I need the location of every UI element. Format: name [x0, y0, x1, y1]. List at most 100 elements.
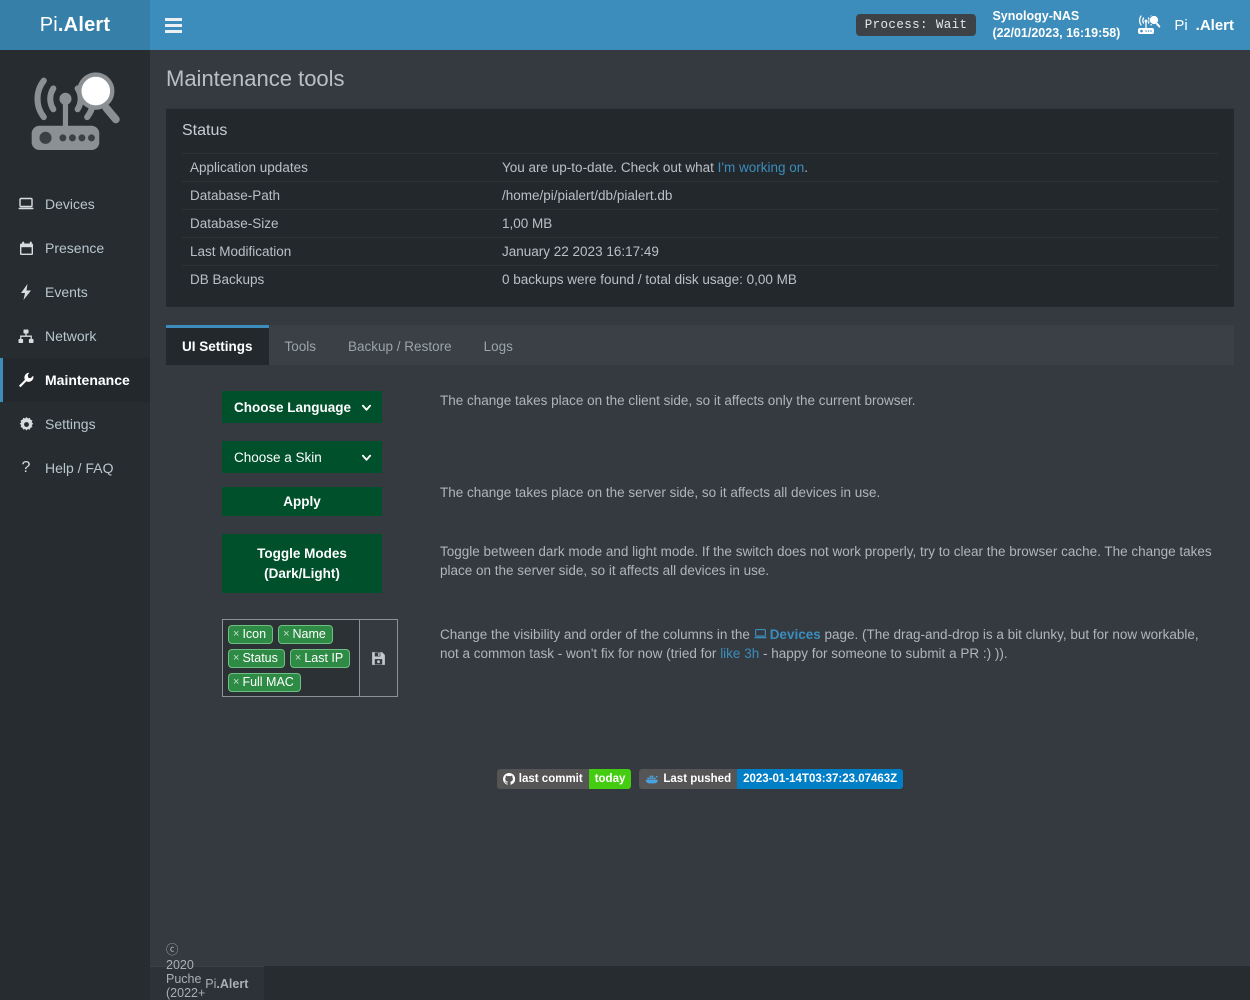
- app-logo[interactable]: Pi .Alert: [0, 0, 150, 50]
- navbar-brand-thin: Pi: [1174, 16, 1188, 34]
- status-key: Last Modification: [190, 244, 292, 259]
- skin-control: Choose a Skin Apply: [222, 441, 422, 517]
- language-select-value: Choose Language: [234, 399, 352, 415]
- footer-copyright-pre: ⓒ 2020 Puche (2022+: [166, 943, 206, 1000]
- status-value-post: .: [804, 160, 809, 175]
- tab-backup-restore[interactable]: Backup / Restore: [348, 339, 452, 354]
- toggle-modes-line2: (Dark/Light): [264, 565, 340, 581]
- columns-description: Change the visibility and order of the c…: [422, 619, 1216, 663]
- github-icon: [502, 773, 515, 786]
- columns-tag-list[interactable]: × Icon × Name × Status × Last IP × Full MAC: [222, 619, 360, 698]
- question-icon: ?: [21, 459, 31, 476]
- column-tag-last-ip[interactable]: × Last IP: [289, 649, 351, 669]
- like-3h-link[interactable]: like 3h: [720, 646, 760, 662]
- host-time: (22/01/2023, 16:19:58): [992, 26, 1121, 40]
- sidebar-item-network[interactable]: Network: [0, 314, 150, 358]
- remove-icon[interactable]: ×: [233, 652, 240, 665]
- tab-logs[interactable]: Logs: [483, 339, 513, 354]
- status-box-title: Status: [182, 122, 228, 139]
- column-tag-name[interactable]: × Name: [278, 625, 333, 645]
- sidebar-nav: Devices Presence Events: [0, 182, 150, 490]
- tab-bar: UI Settings Tools Backup / Restore Logs: [166, 325, 1234, 366]
- sidebar-item-help-faq[interactable]: ? Help / FAQ: [0, 446, 150, 490]
- logo-text-bold: .Alert: [57, 13, 111, 36]
- tab-tools[interactable]: Tools: [284, 339, 317, 354]
- column-tag-status[interactable]: × Status: [228, 649, 285, 669]
- devices-page-link[interactable]: Devices: [769, 627, 821, 643]
- hamburger-menu-icon[interactable]: [150, 0, 196, 50]
- logo-text-thin: Pi: [39, 13, 58, 36]
- table-row: Application updates You are up-to-date. …: [182, 153, 1218, 182]
- navbar-brand[interactable]: Pi .Alert: [1136, 13, 1236, 37]
- status-value: 0 backups were found / total disk usage:…: [502, 272, 797, 287]
- laptop-icon: [754, 629, 767, 639]
- toggle-modes-button[interactable]: Toggle Modes (Dark/Light): [222, 534, 382, 594]
- sidebar-item-label: Help / FAQ: [45, 460, 114, 476]
- router-magnifier-logo-icon: [31, 72, 120, 150]
- floppy-disk-icon: [372, 651, 385, 665]
- wrench-icon: [17, 372, 35, 388]
- status-value: You are up-to-date. Check out what I'm w…: [494, 154, 1218, 182]
- remove-icon[interactable]: ×: [233, 628, 240, 641]
- process-status-badge: Process: Wait: [855, 14, 977, 36]
- table-row: DB Backups 0 backups were found / total …: [182, 265, 1218, 294]
- column-tag-label: Full MAC: [242, 675, 294, 690]
- status-key: Application updates: [190, 160, 308, 175]
- badges-row: last commit today: [166, 743, 1234, 790]
- save-columns-button[interactable]: [360, 619, 398, 698]
- page-title: Maintenance tools: [166, 66, 345, 91]
- sidebar-item-label: Network: [45, 328, 97, 344]
- sidebar-logo: [0, 52, 150, 170]
- calendar-icon: [17, 241, 35, 256]
- skin-select[interactable]: Choose a Skin: [222, 441, 382, 474]
- columns-widget: × Icon × Name × Status × Last IP × Full MAC: [222, 619, 398, 698]
- status-box-header: Status: [166, 109, 1234, 153]
- content-header: Maintenance tools: [150, 50, 1250, 100]
- working-on-link[interactable]: I'm working on: [717, 160, 805, 175]
- columns-setting-row: × Icon × Name × Status × Last IP × Full MAC: [184, 619, 1216, 698]
- navbar-right-group: Process: Wait Synology-NAS (22/01/2023, …: [855, 8, 1236, 42]
- remove-icon[interactable]: ×: [283, 628, 290, 641]
- host-name: Synology-NAS: [992, 9, 1080, 24]
- sidebar-item-presence[interactable]: Presence: [0, 226, 150, 270]
- main-content: Maintenance tools Status Application upd…: [150, 50, 1250, 966]
- remove-icon[interactable]: ×: [294, 652, 302, 665]
- sidebar-item-devices[interactable]: Devices: [0, 182, 150, 226]
- host-info: Synology-NAS (22/01/2023, 16:19:58): [992, 8, 1120, 42]
- docker-badge-value: 2023-01-14T03:37:23.07463Z: [737, 769, 904, 790]
- footer-brand-bold: .Alert: [216, 976, 249, 991]
- sidebar-item-settings[interactable]: Settings: [0, 402, 150, 446]
- tab-content-ui-settings: Choose Language The change takes place o…: [166, 365, 1234, 744]
- tab-ui-settings[interactable]: UI Settings: [166, 325, 269, 366]
- status-box: Status Application updates You are up-to…: [166, 108, 1234, 307]
- column-tag-full-mac[interactable]: × Full MAC: [228, 673, 301, 693]
- language-select[interactable]: Choose Language: [222, 391, 382, 424]
- sidebar-item-events[interactable]: Events: [0, 270, 150, 314]
- column-tag-icon[interactable]: × Icon: [228, 625, 274, 645]
- chevron-down-icon: [361, 454, 372, 461]
- footer-brand-thin: Pi: [205, 976, 217, 991]
- table-row: Database-Size 1,00 MB: [182, 209, 1218, 238]
- bolt-icon: [17, 284, 35, 300]
- columns-desc-pre: Change the visibility and order of the c…: [440, 627, 754, 643]
- chevron-down-icon: [361, 404, 372, 411]
- apply-button[interactable]: Apply: [222, 487, 382, 517]
- columns-desc-post: - happy for someone to submit a PR :) ))…: [759, 646, 1008, 662]
- footer-copyright: ⓒ 2020 Puche (2022+ jokob-sk): [166, 939, 205, 1000]
- column-tag-label: Status: [242, 651, 278, 666]
- status-value-pre: You are up-to-date. Check out what: [502, 160, 718, 175]
- github-last-commit-badge[interactable]: last commit today: [496, 769, 632, 790]
- gear-icon: [17, 416, 35, 432]
- footer-wrapper: ⓒ 2020 Puche (2022+ jokob-sk) Pi.Alert: [0, 943, 1250, 1000]
- github-badge-left: last commit: [496, 769, 589, 790]
- column-tag-label: Icon: [242, 627, 267, 642]
- docker-badge-label: Last pushed: [663, 773, 732, 786]
- docker-last-pushed-badge[interactable]: Last pushed 2023-01-14T03:37:23.07463Z: [639, 769, 904, 790]
- remove-icon[interactable]: ×: [233, 676, 240, 689]
- sidebar-item-label: Devices: [45, 196, 95, 212]
- docker-badge-left: Last pushed: [639, 769, 738, 790]
- sidebar-item-maintenance[interactable]: Maintenance: [0, 358, 150, 402]
- sidebar: Devices Presence Events: [0, 50, 150, 966]
- navbar-main: Process: Wait Synology-NAS (22/01/2023, …: [150, 0, 1250, 50]
